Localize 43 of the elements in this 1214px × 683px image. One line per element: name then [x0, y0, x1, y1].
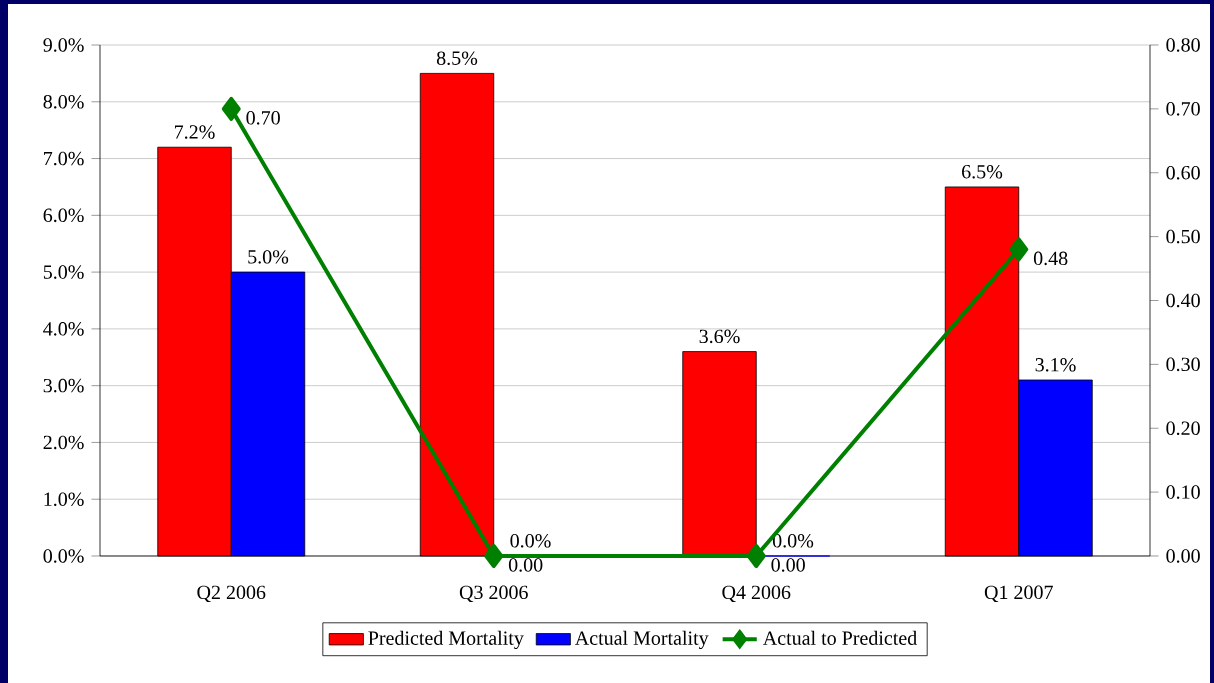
y-tick-label: 8.0% [43, 94, 84, 109]
x-tick-label: Q4 2006 [722, 585, 791, 603]
data-label: 7.2% [175, 125, 215, 139]
y2-tick-label: 0.10 [1166, 485, 1200, 499]
data-label: 0.70 [246, 111, 280, 125]
y-tick-label: 1.0% [44, 492, 84, 506]
legend-label: Actual Mortality [574, 630, 709, 650]
data-label: 5.0% [248, 250, 289, 264]
y2-tick-label: 0.70 [1166, 102, 1200, 116]
data-label: 0.00 [508, 558, 543, 572]
y2-tick-label: 0.80 [1166, 38, 1200, 52]
y2-tick-label: 0.30 [1166, 357, 1200, 372]
y-tick-label: 5.0% [43, 265, 84, 279]
y-tick-label: 4.0% [43, 322, 84, 336]
y2-tick-label: 0.40 [1166, 293, 1200, 308]
y2-tick-label: 0.50 [1166, 229, 1200, 244]
point [484, 543, 504, 568]
data-label: 3.1% [1035, 358, 1076, 372]
y-tick-label: 6.0% [43, 208, 84, 223]
y-tick-label: 7.0% [44, 151, 84, 166]
y2-tick-label: 0.60 [1166, 165, 1200, 180]
data-label: 3.6% [699, 329, 740, 344]
x-tick-label: Q3 2006 [459, 585, 528, 603]
x-tick-label: Q2 2006 [197, 585, 266, 603]
point [746, 543, 766, 568]
y2-tick-label: 0.20 [1166, 421, 1200, 436]
bar [682, 351, 757, 557]
data-label: 6.5% [962, 164, 1003, 179]
y-tick-label: 2.0% [43, 435, 84, 450]
legend-label: Actual to Predicted [762, 630, 917, 645]
data-label: 8.5% [436, 51, 478, 65]
x-tick-label: Q1 2007 [984, 585, 1053, 603]
legend-label: Predicted Mortality [368, 630, 524, 650]
point [1009, 237, 1029, 262]
data-label: 0.0% [772, 534, 814, 548]
data-label: 0.0% [510, 534, 551, 548]
data-label: 0.00 [771, 558, 805, 572]
y-tick-label: 3.0% [43, 378, 84, 393]
y-tick-label: 0.0% [43, 549, 84, 563]
point [221, 96, 241, 121]
data-label: 0.48 [1033, 251, 1068, 266]
y2-tick-label: 0.00 [1166, 549, 1200, 563]
y-tick-label: 9.0% [43, 38, 84, 52]
